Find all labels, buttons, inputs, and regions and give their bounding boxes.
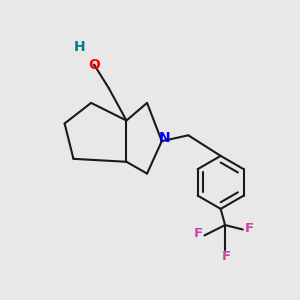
Text: N: N (159, 131, 170, 145)
Text: H: H (74, 40, 85, 54)
Text: F: F (222, 250, 231, 262)
Text: F: F (194, 227, 202, 240)
Text: O: O (88, 58, 100, 72)
Text: F: F (245, 221, 254, 235)
